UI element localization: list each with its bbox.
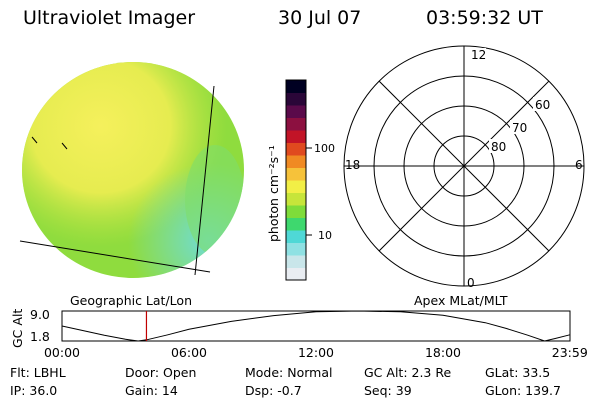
colorbar-swatch — [286, 217, 306, 231]
label-bg — [510, 120, 530, 134]
colorbar-swatch — [286, 92, 306, 106]
colorbar-swatch — [286, 255, 306, 268]
colorbar-swatch — [286, 130, 306, 143]
altitude-ylabel: GC Alt — [10, 309, 25, 348]
colorbar-frame — [285, 79, 307, 281]
colorbar-swatch — [286, 142, 306, 156]
colorbar-swatch — [286, 117, 306, 131]
param-gain: Gain: 14 — [125, 383, 178, 398]
lat-label-60: 60 — [535, 98, 550, 112]
instrument-title: Ultraviolet Imager — [23, 7, 196, 29]
colorbar-swatch — [286, 180, 306, 193]
mlt-label-18: 18 — [345, 158, 360, 172]
label-bg — [489, 139, 509, 153]
altitude-xtick-label: 06:00 — [171, 345, 207, 360]
date-label: 30 Jul 07 — [278, 7, 362, 29]
mlt-label-12: 12 — [471, 48, 486, 62]
colorbar-swatch — [286, 80, 306, 93]
altitude-ytick-1-8: 1.8 — [30, 329, 50, 344]
colorbar-swatch — [286, 105, 306, 118]
colorbar-swatch — [286, 267, 306, 281]
geo-lat-lon-lines — [19, 85, 215, 276]
label-bg — [470, 48, 486, 62]
param-flt: Flt: LBHL — [10, 365, 66, 380]
colorbar-swatch — [286, 242, 306, 256]
param-mode: Mode: Normal — [245, 365, 333, 380]
uv-image-disk — [22, 62, 244, 278]
colorbar-swatch — [286, 167, 306, 181]
geographic-label: Geographic Lat/Lon — [70, 293, 192, 308]
param-gcalt: GC Alt: 2.3 Re — [364, 365, 452, 380]
altitude-xtick-label: 00:00 — [44, 345, 80, 360]
altitude-ytick-9: 9.0 — [30, 307, 50, 322]
colorbar-swatch — [286, 155, 306, 168]
colorbar-tick-label-10: 10 — [318, 229, 332, 242]
mlt-label-6: 6 — [575, 158, 583, 172]
lat-label-80: 80 — [491, 140, 506, 154]
label-bg — [533, 97, 553, 111]
lat-label-70: 70 — [512, 121, 527, 135]
param-ip: IP: 36.0 — [10, 383, 58, 398]
polar-diagonal-2 — [378, 80, 550, 252]
colorbar-label: photon cm⁻²s⁻¹ — [266, 145, 281, 242]
mlt-label-0: 0 — [467, 276, 475, 290]
param-glat: GLat: 33.5 — [485, 365, 551, 380]
colorbar-swatch — [286, 205, 306, 218]
colorbar — [285, 79, 307, 281]
param-door: Door: Open — [125, 365, 197, 380]
altitude-xtick-label: 12:00 — [298, 345, 334, 360]
altitude-chart: 00:00 06:00 12:00 18:00 23:59 — [44, 310, 588, 360]
altitude-chart-frame — [61, 310, 571, 342]
apex-label: Apex MLat/MLT — [414, 293, 508, 308]
param-dsp: Dsp: -0.7 — [245, 383, 302, 398]
altitude-xtick-label: 18:00 — [425, 345, 461, 360]
colorbar-swatch — [286, 192, 306, 206]
param-seq: Seq: 39 — [364, 383, 412, 398]
colorbar-swatch — [286, 230, 306, 243]
time-label: 03:59:32 UT — [426, 7, 543, 29]
altitude-series-line — [61, 310, 570, 342]
altitude-xtick-label: 23:59 — [552, 345, 588, 360]
param-glon: GLon: 139.7 — [485, 383, 561, 398]
colorbar-tick-label-100: 100 — [314, 142, 335, 155]
polar-plot — [343, 45, 585, 287]
